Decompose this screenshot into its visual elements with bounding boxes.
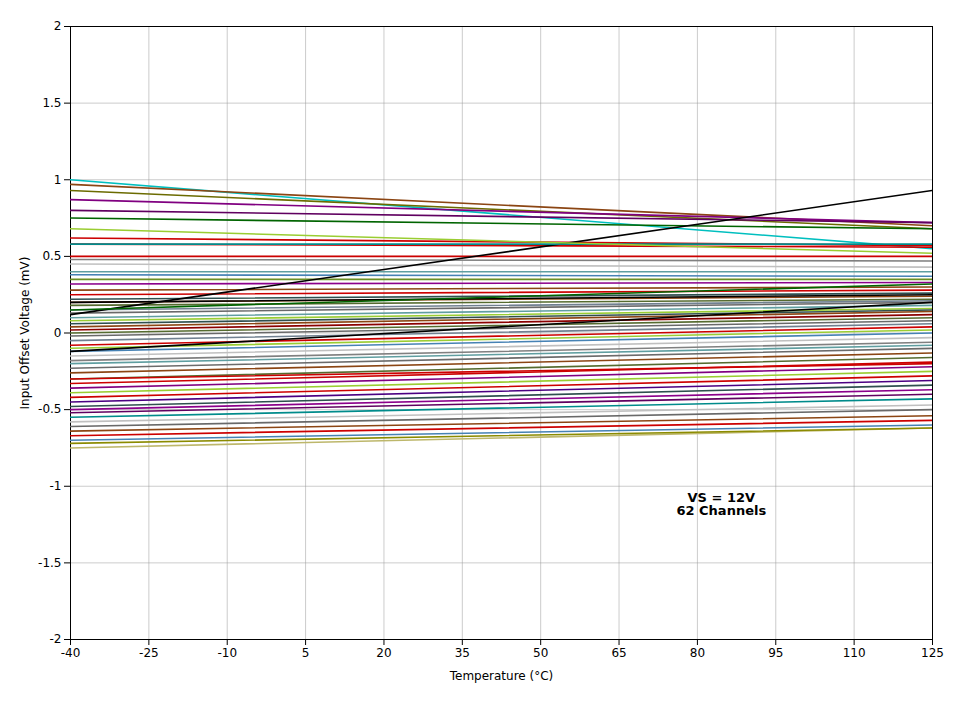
- svg-text:-0.5: -0.5: [38, 402, 61, 416]
- svg-text:-40: -40: [61, 646, 81, 660]
- svg-text:80: 80: [690, 646, 705, 660]
- svg-text:VS = 12V62 Channels: VS = 12V62 Channels: [676, 490, 766, 518]
- svg-text:125: 125: [921, 646, 944, 660]
- svg-text:110: 110: [843, 646, 866, 660]
- svg-text:Temperature (°C): Temperature (°C): [449, 669, 554, 683]
- svg-text:1.5: 1.5: [42, 96, 61, 110]
- svg-text:20: 20: [376, 646, 391, 660]
- svg-text:-25: -25: [139, 646, 159, 660]
- svg-text:65: 65: [611, 646, 626, 660]
- svg-text:35: 35: [455, 646, 470, 660]
- svg-text:2: 2: [54, 19, 62, 33]
- svg-text:1: 1: [54, 173, 62, 187]
- svg-text:-1: -1: [50, 479, 62, 493]
- svg-text:0.5: 0.5: [42, 249, 61, 263]
- svg-text:Input Offset Voltage (mV): Input Offset Voltage (mV): [18, 257, 32, 410]
- svg-text:-1.5: -1.5: [38, 556, 61, 570]
- svg-text:-2: -2: [50, 632, 62, 646]
- svg-text:95: 95: [768, 646, 783, 660]
- svg-text:5: 5: [302, 646, 310, 660]
- svg-text:50: 50: [533, 646, 548, 660]
- svg-text:-10: -10: [217, 646, 237, 660]
- svg-text:0: 0: [54, 326, 62, 340]
